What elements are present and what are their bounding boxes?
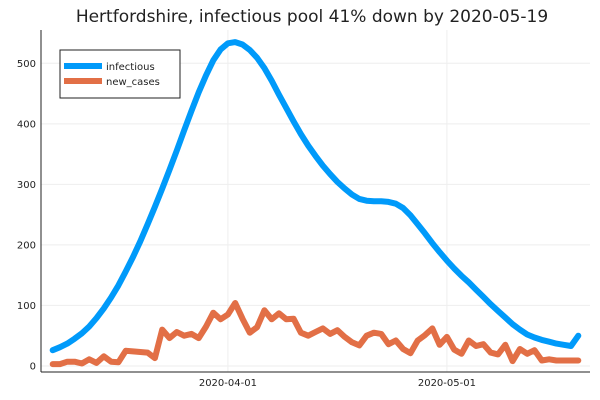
- legend-label-infectious: infectious: [106, 62, 155, 73]
- x-tick-label: 2020-04-01: [199, 378, 257, 389]
- y-tick-label: 500: [17, 59, 36, 70]
- y-tick-label: 0: [30, 361, 36, 372]
- y-tick-label: 200: [17, 240, 36, 251]
- legend-box: [59, 49, 181, 99]
- axes: [40, 30, 590, 373]
- y-tick-label: 300: [17, 180, 36, 191]
- series-line-new-cases: [49, 300, 582, 368]
- chart-title: Hertfordshire, infectious pool 41% down …: [76, 7, 548, 27]
- y-tick-label: 400: [17, 119, 36, 130]
- y-tick-label: 100: [17, 301, 36, 312]
- series-line-infectious: [49, 39, 582, 354]
- x-tick-labels: 2020-04-01 2020-05-01: [199, 378, 476, 389]
- x-tick-label: 2020-05-01: [418, 378, 476, 389]
- y-tick-labels: 0 100 200 300 400 500: [17, 59, 36, 373]
- series: [49, 39, 582, 368]
- legend: infectious new_cases: [59, 49, 181, 99]
- legend-label-new-cases: new_cases: [106, 77, 160, 88]
